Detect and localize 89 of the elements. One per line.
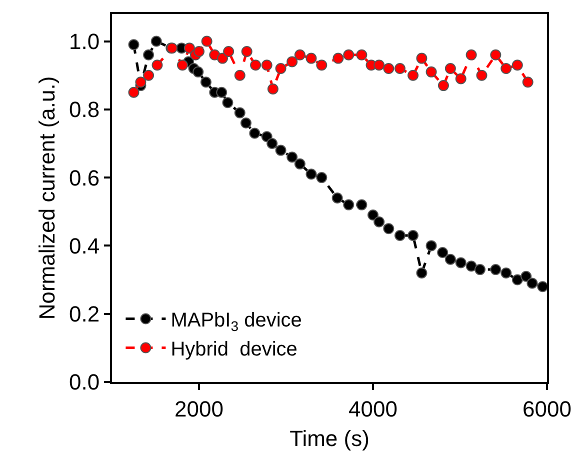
point <box>500 267 512 278</box>
point <box>455 73 466 84</box>
point <box>490 49 502 60</box>
point <box>250 60 262 71</box>
point <box>216 52 228 64</box>
point <box>234 107 246 118</box>
point <box>241 46 252 57</box>
point <box>476 70 488 81</box>
point <box>294 49 306 60</box>
point <box>222 97 234 108</box>
point <box>316 172 328 184</box>
x-tick-label: 2000 <box>174 396 224 422</box>
point <box>490 264 502 276</box>
point <box>455 257 466 268</box>
point <box>194 46 204 57</box>
point <box>408 230 419 241</box>
x-tick-label: 4000 <box>348 396 398 422</box>
legend-label: MAPbI$_{3}$ device <box>170 310 302 334</box>
point <box>261 60 272 71</box>
point <box>306 168 317 180</box>
y-tick-label: 0.6 <box>69 165 100 190</box>
point <box>143 70 154 81</box>
point <box>332 192 343 204</box>
point <box>176 60 188 71</box>
point <box>234 70 246 81</box>
point <box>416 267 428 278</box>
point <box>426 240 437 252</box>
point <box>184 42 195 54</box>
point <box>374 216 385 228</box>
point <box>343 49 354 60</box>
point <box>438 80 449 92</box>
point <box>416 52 428 64</box>
point <box>466 260 477 272</box>
point <box>394 230 406 241</box>
point <box>143 49 154 60</box>
x-tick-label: 6000 <box>522 396 572 422</box>
legend-label: Hybrid device <box>170 338 298 361</box>
point <box>294 158 306 170</box>
point <box>522 76 534 88</box>
point <box>266 138 278 149</box>
point <box>135 76 146 88</box>
point <box>512 274 523 286</box>
point <box>275 144 286 156</box>
y-tick-label: 0.0 <box>69 370 100 395</box>
point <box>537 281 548 292</box>
point <box>152 60 163 71</box>
point <box>192 66 204 78</box>
point <box>261 131 272 142</box>
point <box>306 52 317 64</box>
point <box>374 60 385 71</box>
point <box>444 63 456 74</box>
point <box>526 278 538 289</box>
point <box>356 49 368 60</box>
point <box>286 56 298 68</box>
point <box>426 66 437 78</box>
point <box>394 63 406 74</box>
point <box>128 86 140 98</box>
point <box>286 152 298 163</box>
point <box>512 60 523 71</box>
y-tick-label: 1.0 <box>69 28 100 54</box>
point <box>240 118 252 129</box>
y-tick-label: 0.4 <box>69 233 100 258</box>
point <box>316 60 328 71</box>
point <box>200 76 212 88</box>
point <box>223 46 234 57</box>
point <box>343 199 354 210</box>
point <box>150 36 162 47</box>
point <box>332 52 344 64</box>
point <box>356 199 368 210</box>
point <box>128 39 140 50</box>
x-axis-title: Time (s) <box>290 426 370 451</box>
point <box>474 264 486 276</box>
point <box>249 128 260 139</box>
point <box>466 49 477 60</box>
y-tick-label: 0.8 <box>69 97 100 122</box>
point <box>408 70 419 81</box>
point <box>383 223 394 234</box>
point <box>383 63 394 74</box>
point <box>444 254 456 265</box>
point <box>216 86 228 98</box>
point <box>201 36 212 47</box>
point <box>368 210 378 221</box>
point <box>275 63 286 74</box>
y-axis-title: Normalized current (a.u.) <box>34 76 60 320</box>
point <box>437 247 448 258</box>
point <box>520 270 532 282</box>
y-tick-label: 0.2 <box>69 302 100 327</box>
point <box>267 83 278 94</box>
point <box>500 63 512 74</box>
